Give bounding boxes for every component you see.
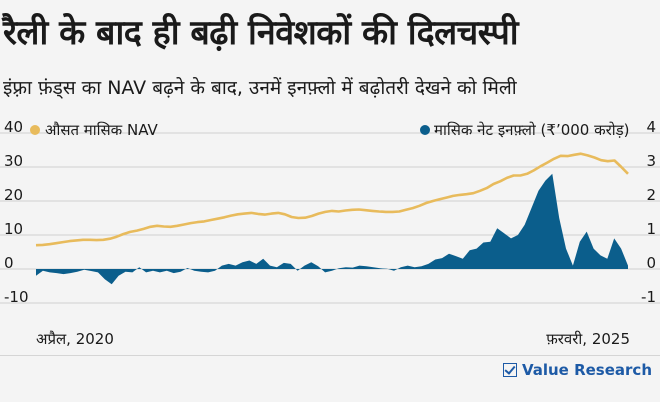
x-start-label: अप्रैल, 2020 bbox=[36, 330, 114, 348]
right-tick-label: 1 bbox=[646, 220, 656, 238]
legend-nav-label: औसत मासिक NAV bbox=[45, 121, 158, 139]
brand-logo: Value Research bbox=[502, 361, 652, 379]
left-tick-label: 0 bbox=[4, 254, 14, 272]
left-tick-label: 30 bbox=[4, 152, 23, 170]
right-tick-label: 3 bbox=[646, 152, 656, 170]
left-tick-label: -10 bbox=[4, 288, 29, 306]
legend-nav-marker bbox=[30, 125, 40, 135]
chart-title: रैली के बाद ही बढ़ी निवेशकों की दिलचस्पी bbox=[3, 13, 519, 53]
right-tick-label: 0 bbox=[646, 254, 656, 272]
legend-inflow-label: मासिक नेट इनफ़्लो (₹’000 करोड़) bbox=[434, 121, 630, 139]
left-tick-label: 10 bbox=[4, 220, 23, 238]
legend-inflow-marker bbox=[420, 125, 430, 135]
right-tick-label: 4 bbox=[646, 118, 656, 136]
x-end-label: फ़रवरी, 2025 bbox=[546, 330, 630, 348]
brand-name: Value Research bbox=[521, 361, 652, 379]
left-tick-label: 40 bbox=[4, 118, 23, 136]
checkbox-logo-icon bbox=[502, 363, 517, 377]
left-tick-label: 20 bbox=[4, 186, 23, 204]
chart-subtitle: इंफ़्रा फ़ंड्स का NAV बढ़ने के बाद, उनमे… bbox=[3, 77, 517, 99]
footer-divider bbox=[0, 355, 660, 356]
nav-line bbox=[35, 152, 629, 247]
right-tick-label: -1 bbox=[641, 288, 656, 306]
net-inflow-area bbox=[36, 173, 628, 285]
right-tick-label: 2 bbox=[646, 186, 656, 204]
